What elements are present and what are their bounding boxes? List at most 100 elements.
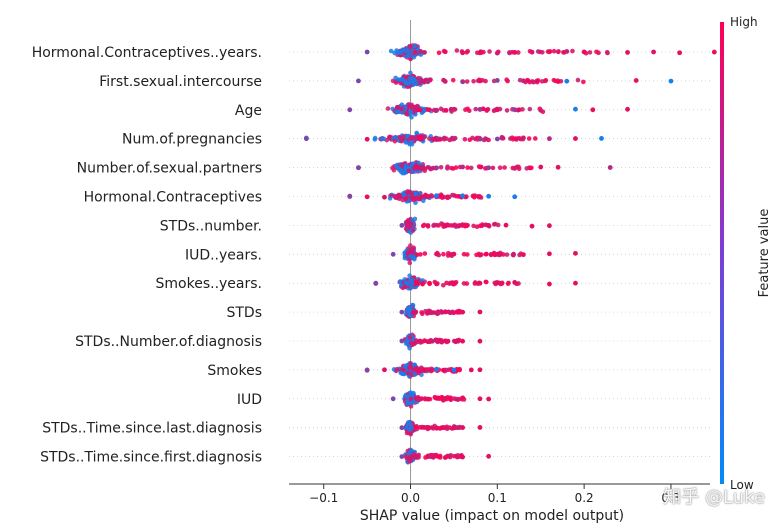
data-point bbox=[625, 106, 630, 112]
swarm-point bbox=[448, 223, 454, 228]
data-point bbox=[547, 223, 552, 229]
data-point bbox=[434, 366, 439, 372]
feature-swarm bbox=[399, 216, 552, 235]
swarm-point bbox=[453, 339, 458, 344]
swarm-point bbox=[450, 77, 456, 83]
data-point bbox=[399, 425, 405, 431]
swarm-point bbox=[441, 251, 446, 257]
data-point bbox=[520, 135, 526, 141]
feature-label: IUD..years. bbox=[185, 247, 262, 263]
swarm-point bbox=[409, 191, 415, 197]
swarm-point bbox=[422, 50, 427, 55]
swarm-point bbox=[505, 78, 510, 84]
swarm-point bbox=[461, 281, 467, 286]
data-point bbox=[668, 78, 674, 84]
colorbar-low-label: Low bbox=[730, 478, 754, 492]
swarm-point bbox=[418, 367, 424, 372]
swarm-point bbox=[397, 49, 403, 55]
feature-swarm bbox=[347, 102, 630, 120]
feature-swarm bbox=[399, 447, 492, 465]
data-point bbox=[486, 223, 492, 228]
swarm-point bbox=[398, 370, 403, 376]
swarm-point bbox=[407, 335, 413, 340]
swarm-point bbox=[418, 49, 424, 54]
data-point bbox=[477, 107, 483, 112]
data-point bbox=[434, 107, 439, 113]
swarm-point bbox=[407, 458, 412, 464]
swarm-point bbox=[409, 425, 414, 430]
swarm-point bbox=[470, 193, 476, 199]
feature-swarm bbox=[303, 130, 604, 147]
data-point bbox=[468, 367, 474, 373]
feature-label: Hormonal.Contraceptives..years. bbox=[32, 45, 262, 61]
swarm-point bbox=[440, 367, 446, 373]
swarm-point bbox=[471, 223, 476, 229]
data-point bbox=[356, 165, 361, 171]
swarm-point bbox=[407, 260, 413, 266]
feature-swarm bbox=[364, 361, 483, 379]
feature-swarm bbox=[356, 160, 613, 176]
swarm-point bbox=[455, 453, 461, 458]
swarm-point bbox=[408, 454, 413, 460]
data-point bbox=[494, 107, 500, 113]
swarm-point bbox=[398, 80, 403, 86]
swarm-point bbox=[499, 135, 505, 141]
swarm-point bbox=[398, 279, 403, 284]
feature-swarm bbox=[390, 243, 578, 266]
swarm-point bbox=[415, 280, 420, 285]
data-point bbox=[399, 309, 405, 315]
data-point bbox=[477, 50, 483, 56]
feature-label: First.sexual.intercourse bbox=[99, 74, 262, 90]
data-point bbox=[625, 50, 630, 55]
swarm-point bbox=[413, 338, 419, 343]
swarm-point bbox=[418, 194, 424, 200]
swarm-point bbox=[427, 136, 432, 141]
swarm-point bbox=[605, 50, 610, 56]
swarm-point bbox=[444, 367, 450, 373]
swarm-point bbox=[399, 106, 405, 112]
data-point bbox=[460, 338, 466, 344]
swarm-point bbox=[381, 136, 387, 142]
data-point bbox=[399, 454, 405, 459]
data-point bbox=[607, 165, 613, 170]
swarm-point bbox=[430, 452, 436, 458]
data-point bbox=[390, 396, 396, 402]
swarm-point bbox=[464, 194, 469, 199]
swarm-point bbox=[420, 165, 426, 170]
swarm-point bbox=[413, 191, 419, 197]
data-point bbox=[451, 136, 457, 142]
swarm-point bbox=[464, 79, 470, 84]
data-point bbox=[451, 280, 457, 286]
swarm-point bbox=[403, 363, 409, 369]
swarm-point bbox=[476, 164, 482, 169]
swarm-point bbox=[405, 398, 410, 404]
swarm-point bbox=[436, 454, 441, 460]
data-point bbox=[460, 425, 466, 430]
swarm-point bbox=[416, 397, 422, 402]
data-point bbox=[581, 49, 587, 55]
data-point bbox=[573, 106, 578, 112]
swarm-point bbox=[385, 106, 391, 111]
feature-label: Num.of.pregnancies bbox=[122, 132, 262, 148]
data-point bbox=[547, 49, 552, 55]
data-point bbox=[494, 78, 500, 83]
data-point bbox=[599, 136, 604, 141]
swarm-point bbox=[436, 50, 442, 56]
swarm-point bbox=[412, 216, 418, 222]
data-point bbox=[399, 338, 405, 344]
data-point bbox=[486, 396, 492, 402]
swarm-point bbox=[464, 50, 469, 55]
swarm-point bbox=[467, 137, 473, 143]
feature-swarm bbox=[399, 332, 483, 351]
feature-swarm bbox=[364, 43, 717, 62]
colorbar bbox=[720, 22, 724, 484]
x-tick-label: 0.2 bbox=[575, 491, 594, 505]
data-point bbox=[460, 309, 466, 315]
data-point bbox=[538, 107, 544, 113]
feature-label: STDs..Time.since.first.diagnosis bbox=[40, 450, 262, 466]
swarm-point bbox=[464, 223, 470, 229]
swarm-point bbox=[395, 104, 401, 110]
x-tick-label: 0.3 bbox=[661, 491, 680, 505]
swarm-point bbox=[399, 138, 404, 144]
data-point bbox=[633, 78, 639, 83]
